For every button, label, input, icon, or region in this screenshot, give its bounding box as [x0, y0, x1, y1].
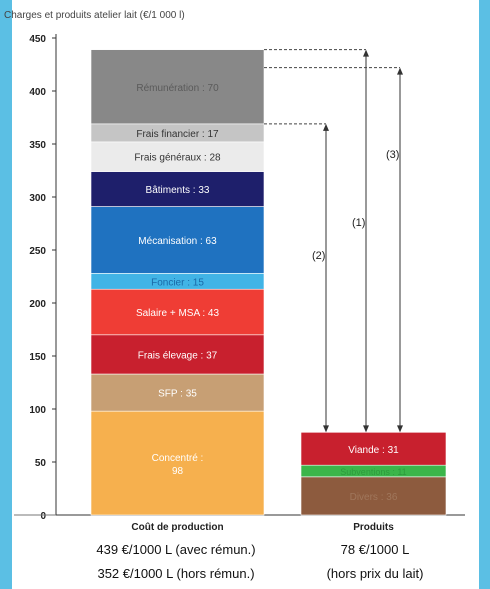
y-tick-label: 250: [29, 246, 46, 257]
bar-segment-label: Concentré :98: [152, 453, 204, 477]
y-tick-label: 400: [29, 87, 46, 98]
bar-segment: [300, 476, 447, 516]
chart-title: Charges et produits atelier lait (€/1 00…: [4, 10, 185, 21]
y-tick-label: 450: [29, 34, 46, 45]
bar-segment: [90, 334, 265, 375]
y-tick-label: 50: [35, 458, 47, 469]
bar-segment-label: Frais élevage : 37: [138, 350, 218, 361]
annotation-arrowhead: [397, 67, 403, 75]
bar-segment: [90, 410, 265, 516]
y-tick-label: 350: [29, 140, 46, 151]
y-tick-label: 100: [29, 405, 46, 416]
bar-segment: [300, 432, 447, 466]
bar-segment-label: Frais financier : 17: [136, 129, 219, 140]
y-tick-label: 150: [29, 352, 46, 363]
bar-segment: [90, 171, 265, 207]
y-tick-label: 200: [29, 299, 46, 310]
annotation-arrowhead: [363, 49, 369, 57]
annotation-arrowhead: [397, 425, 403, 433]
annotation-label: (3): [386, 149, 399, 161]
footer-total-line1: 439 €/1000 L (avec rémun.): [96, 542, 255, 557]
footer-total-line2: 352 €/1000 L (hors rémun.): [97, 566, 254, 581]
bar-segment-label: Mécanisation : 63: [138, 236, 217, 247]
bar-segment: [90, 206, 265, 274]
annotation-arrowhead: [323, 123, 329, 131]
bar-segment-label: Frais généraux : 28: [134, 153, 221, 164]
bar-segment: [90, 49, 265, 125]
bar-segment-label: Bâtiments : 33: [146, 185, 210, 196]
x-category-label: Produits: [353, 522, 394, 533]
x-category-label: Coût de production: [131, 522, 223, 533]
bar-segment-label: Viande : 31: [348, 445, 399, 456]
bar-segment-label: Subventions : 11: [340, 467, 406, 477]
annotation-label: (2): [312, 250, 325, 262]
annotation-arrowhead: [323, 425, 329, 433]
y-tick-label: 300: [29, 193, 46, 204]
bar-segment-label: Foncier : 15: [151, 277, 204, 288]
footer-total-line1: 78 €/1000 L: [341, 542, 410, 557]
bar-segment: [90, 288, 265, 336]
annotation-arrowhead: [363, 425, 369, 433]
bar-segment: [90, 141, 265, 172]
footer-total-line2: (hors prix du lait): [327, 566, 424, 581]
y-tick-label: 0: [40, 511, 46, 522]
bar-segment-label: Divers : 36: [350, 492, 398, 503]
annotation-label: (1): [352, 217, 365, 229]
bar-segment-label: Rémunération : 70: [136, 83, 219, 94]
bar-segment-label: SFP : 35: [158, 389, 197, 400]
bar-segment-label: Salaire + MSA : 43: [136, 308, 220, 319]
bar-segment: [90, 373, 265, 412]
